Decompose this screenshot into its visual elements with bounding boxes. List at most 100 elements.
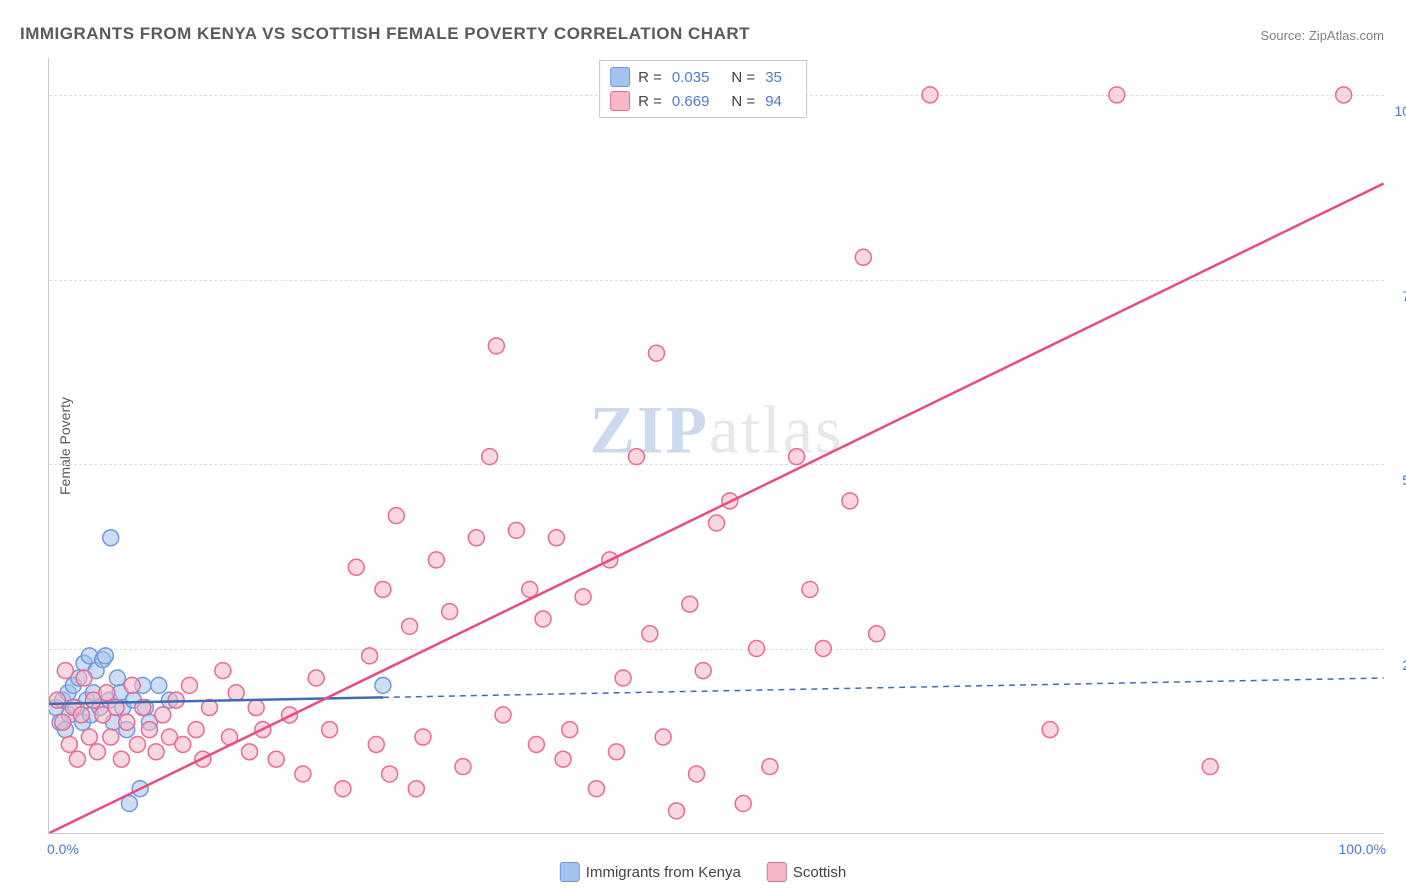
legend-n-label: N =: [731, 69, 755, 86]
scatter-point: [248, 700, 264, 716]
legend-swatch: [767, 862, 787, 882]
legend-series-item: Immigrants from Kenya: [560, 862, 741, 882]
scatter-point: [348, 559, 364, 575]
legend-n-value: 35: [765, 69, 782, 86]
scatter-point: [57, 663, 73, 679]
scatter-point: [155, 707, 171, 723]
x-axis-end-label: 100.0%: [1339, 841, 1386, 857]
legend-series-label: Immigrants from Kenya: [586, 864, 741, 881]
scatter-point: [522, 581, 538, 597]
scatter-point: [61, 736, 77, 752]
scatter-point: [1109, 87, 1125, 103]
source-label: Source: ZipAtlas.com: [1260, 28, 1384, 43]
scatter-point: [151, 677, 167, 693]
legend-r-value: 0.035: [672, 69, 710, 86]
scatter-point: [148, 744, 164, 760]
trend-line-solid: [49, 183, 1383, 833]
scatter-point: [97, 648, 113, 664]
scatter-point: [555, 751, 571, 767]
legend-r-label: R =: [638, 93, 662, 110]
scatter-point: [49, 692, 65, 708]
scatter-point: [668, 803, 684, 819]
legend-series-label: Scottish: [793, 864, 846, 881]
scatter-point: [688, 766, 704, 782]
scatter-point: [335, 781, 351, 797]
scatter-point: [188, 722, 204, 738]
scatter-point: [362, 648, 378, 664]
scatter-point: [508, 522, 524, 538]
y-tick-label: 75.0%: [1390, 288, 1406, 304]
scatter-point: [869, 626, 885, 642]
scatter-point: [709, 515, 725, 531]
scatter-point: [99, 685, 115, 701]
legend-series: Immigrants from Kenya Scottish: [560, 862, 846, 882]
y-tick-label: 100.0%: [1390, 103, 1406, 119]
y-tick-label: 25.0%: [1390, 657, 1406, 673]
legend-swatch: [610, 67, 630, 87]
scatter-point: [119, 714, 135, 730]
legend-n-label: N =: [731, 93, 755, 110]
scatter-point: [402, 618, 418, 634]
legend-stats: R = 0.035N = 35R = 0.669N = 94: [599, 60, 807, 118]
scatter-point: [695, 663, 711, 679]
scatter-point: [308, 670, 324, 686]
scatter-point: [842, 493, 858, 509]
scatter-point: [181, 677, 197, 693]
scatter-point: [855, 249, 871, 265]
scatter-point: [141, 722, 157, 738]
scatter-point: [55, 714, 71, 730]
scatter-point: [608, 744, 624, 760]
scatter-point: [455, 759, 471, 775]
scatter-point: [762, 759, 778, 775]
scatter-point: [535, 611, 551, 627]
scatter-point: [375, 581, 391, 597]
trend-line-dashed: [383, 678, 1384, 697]
scatter-point: [124, 677, 140, 693]
plot-area: ZIPatlas 25.0%50.0%75.0%100.0% 0.0% 100.…: [48, 58, 1384, 834]
scatter-point: [648, 345, 664, 361]
scatter-point: [528, 736, 544, 752]
scatter-point: [682, 596, 698, 612]
scatter-point: [368, 736, 384, 752]
scatter-point: [488, 338, 504, 354]
scatter-point: [129, 736, 145, 752]
scatter-point: [468, 530, 484, 546]
scatter-point: [375, 677, 391, 693]
scatter-point: [109, 670, 125, 686]
scatter-point: [322, 722, 338, 738]
scatter-point: [415, 729, 431, 745]
legend-swatch: [560, 862, 580, 882]
scatter-point: [242, 744, 258, 760]
scatter-point: [789, 449, 805, 465]
scatter-point: [268, 751, 284, 767]
legend-series-item: Scottish: [767, 862, 846, 882]
scatter-point: [655, 729, 671, 745]
scatter-point: [1202, 759, 1218, 775]
scatter-point: [388, 508, 404, 524]
scatter-point: [588, 781, 604, 797]
scatter-point: [228, 685, 244, 701]
scatter-point: [495, 707, 511, 723]
legend-r-value: 0.669: [672, 93, 710, 110]
chart-svg: [49, 58, 1384, 833]
scatter-point: [815, 640, 831, 656]
scatter-point: [615, 670, 631, 686]
scatter-point: [81, 729, 97, 745]
scatter-point: [428, 552, 444, 568]
y-tick-label: 50.0%: [1390, 472, 1406, 488]
scatter-point: [69, 751, 85, 767]
chart-title: IMMIGRANTS FROM KENYA VS SCOTTISH FEMALE…: [20, 24, 750, 44]
scatter-point: [749, 640, 765, 656]
x-axis-start-label: 0.0%: [47, 841, 79, 857]
scatter-point: [113, 751, 129, 767]
scatter-point: [562, 722, 578, 738]
scatter-point: [482, 449, 498, 465]
scatter-point: [1336, 87, 1352, 103]
scatter-point: [382, 766, 398, 782]
scatter-point: [735, 795, 751, 811]
scatter-point: [548, 530, 564, 546]
scatter-point: [175, 736, 191, 752]
legend-swatch: [610, 91, 630, 111]
scatter-point: [575, 589, 591, 605]
scatter-point: [73, 707, 89, 723]
